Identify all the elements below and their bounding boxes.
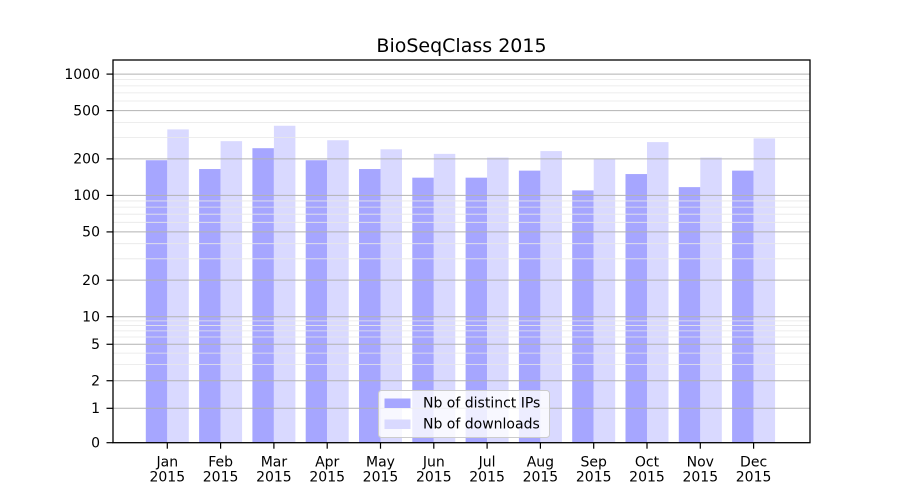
chart-title: BioSeqClass 2015: [376, 35, 546, 57]
bar-aug-s0: [518, 170, 541, 443]
y-tick-label: 1: [91, 401, 100, 417]
bar-jun-s1: [433, 153, 456, 443]
bar-jul-s1: [487, 157, 509, 443]
grid-layer: [113, 73, 810, 409]
x-tick-label-year: 2015: [149, 470, 185, 486]
x-tick-label-month: Jun: [422, 455, 445, 471]
bar-jan-s1: [167, 129, 189, 443]
x-tick-label-month: Sep: [581, 455, 608, 471]
x-tick-label-year: 2015: [576, 470, 612, 486]
x-tick-label-month: May: [366, 455, 395, 471]
x-tick-label-month: Nov: [687, 455, 714, 471]
bar-mar-s1: [273, 125, 296, 443]
x-tick-label-month: Apr: [315, 455, 339, 471]
bar-apr-s1: [327, 140, 349, 443]
x-tick-label-month: Oct: [635, 455, 660, 471]
legend-label-downloads: Nb of downloads: [423, 417, 540, 433]
x-tick-label-year: 2015: [416, 470, 452, 486]
legend-swatch-downloads: [384, 419, 411, 429]
y-tick-label: 0: [91, 436, 100, 452]
x-tick-label-month: Feb: [208, 455, 233, 471]
bar-apr-s0: [305, 160, 328, 443]
x-tick-label-month: Mar: [261, 455, 288, 471]
y-tick-label: 10: [82, 310, 100, 326]
plot-border: [112, 59, 811, 444]
x-tick-label-year: 2015: [629, 470, 665, 486]
x-tick-label-year: 2015: [469, 470, 505, 486]
legend: Nb of distinct IPs Nb of downloads: [378, 390, 550, 438]
y-tick-label: 50: [82, 225, 100, 241]
y-tick-label: 200: [73, 152, 100, 168]
axis-layer: 01251020501002005001000Jan2015Feb2015Mar…: [64, 67, 771, 486]
bar-feb-s0: [199, 169, 221, 443]
bar-mar-s0: [252, 148, 274, 443]
legend-swatch-distinct-ips: [384, 398, 411, 408]
bar-aug-s1: [540, 151, 562, 443]
y-tick-label: 500: [73, 103, 100, 119]
x-tick-label-month: Jul: [478, 455, 496, 471]
x-tick-label-month: Jan: [156, 455, 179, 471]
bar-nov-s0: [678, 187, 701, 443]
x-tick-label-year: 2015: [523, 470, 559, 486]
x-tick-label-year: 2015: [203, 470, 239, 486]
bar-may-s0: [359, 169, 381, 443]
y-tick-label: 2: [91, 374, 100, 390]
legend-box: [378, 390, 550, 438]
legend-label-distinct-ips: Nb of distinct IPs: [423, 396, 540, 412]
x-tick-label-year: 2015: [363, 470, 399, 486]
bar-feb-s1: [220, 141, 243, 443]
y-tick-label: 5: [91, 337, 100, 353]
y-tick-label: 20: [82, 273, 100, 289]
x-tick-label-month: Aug: [527, 455, 554, 471]
x-tick-label-year: 2015: [736, 470, 772, 486]
bar-nov-s1: [700, 157, 722, 443]
y-tick-label: 1000: [64, 67, 100, 83]
x-tick-label-month: Dec: [740, 455, 767, 471]
y-tick-label: 100: [73, 188, 100, 204]
x-tick-label-year: 2015: [256, 470, 292, 486]
x-tick-label-year: 2015: [682, 470, 718, 486]
bar-sep-s1: [593, 158, 616, 443]
x-tick-label-year: 2015: [309, 470, 345, 486]
bar-dec-s0: [732, 170, 754, 443]
bar-oct-s0: [625, 174, 647, 443]
bar-jan-s0: [145, 160, 168, 443]
bar-dec-s1: [753, 138, 776, 443]
bar-oct-s1: [647, 142, 669, 443]
